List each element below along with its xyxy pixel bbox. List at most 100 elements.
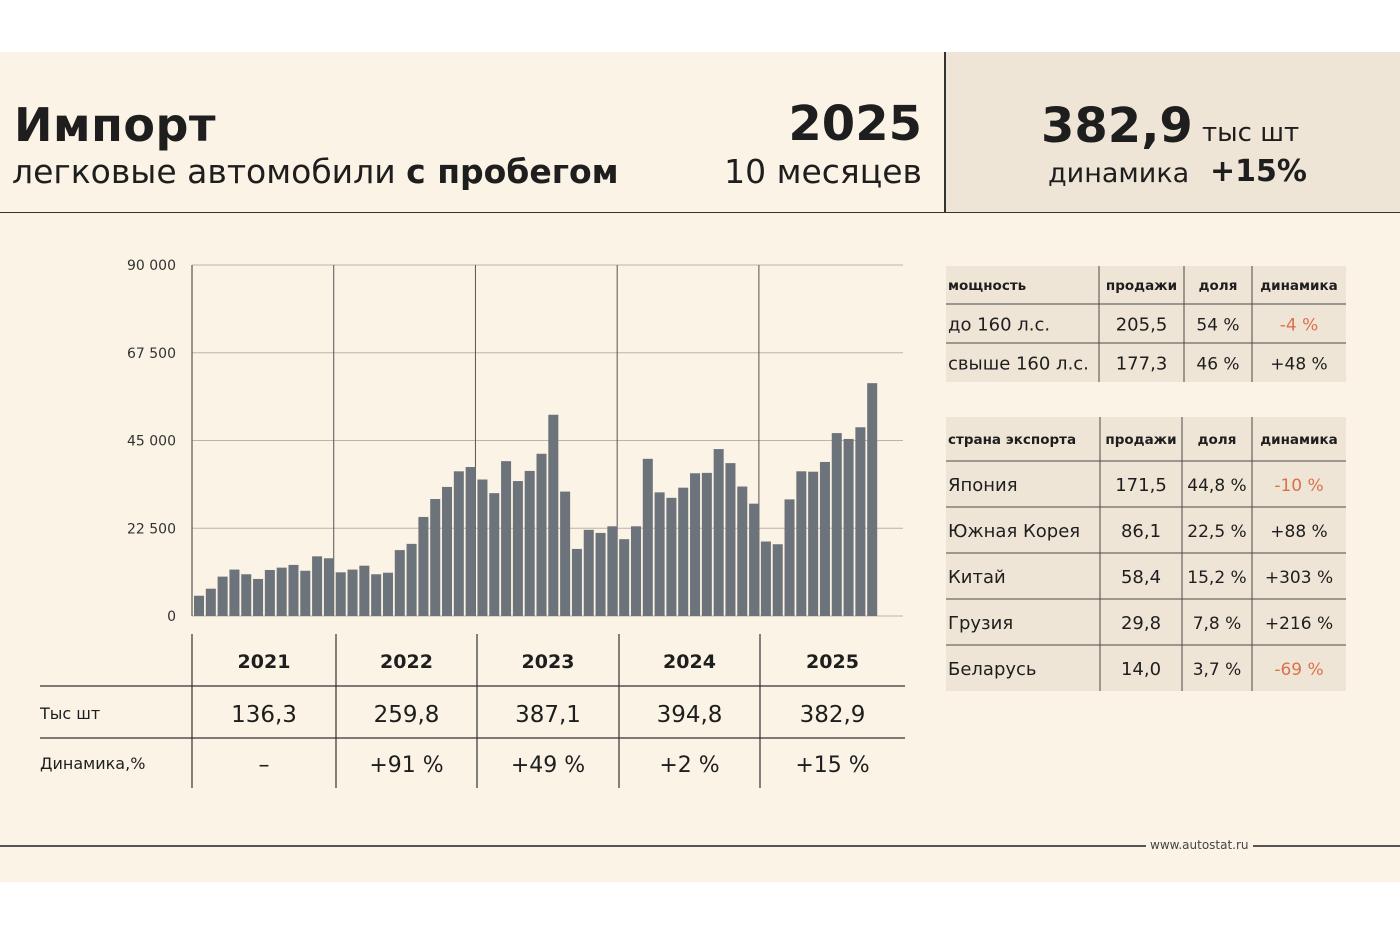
dynamics-cell: +15 % [795, 753, 869, 778]
table-row-name: свыше 160 л.с. [948, 354, 1089, 375]
bar [808, 471, 819, 616]
sales-cell: 171,5 [1115, 475, 1167, 496]
bar [512, 481, 523, 616]
year-header: 2023 [522, 651, 575, 673]
bar [465, 467, 476, 616]
source-link[interactable]: www.autostat.ru [1146, 838, 1253, 852]
bar [819, 461, 830, 616]
sales-cell: 29,8 [1121, 613, 1161, 634]
sales-cell: 14,0 [1121, 659, 1161, 680]
bar [501, 461, 512, 616]
bar [619, 539, 630, 616]
subtitle-plain: легковые автомобили [12, 152, 407, 191]
year-header: 2021 [238, 651, 291, 673]
bar [713, 449, 724, 616]
share-cell: 22,5 % [1187, 522, 1246, 542]
bar [560, 491, 571, 616]
table-row-name: Китай [948, 567, 1006, 588]
bar [784, 499, 795, 616]
sales-cell: 58,4 [1121, 567, 1161, 588]
page-title: Импорт [14, 98, 217, 152]
bar [690, 473, 701, 616]
dynamics-cell: +303 % [1265, 568, 1333, 588]
bar [371, 574, 382, 616]
header: Импорт легковые автомобили с пробегом 20… [0, 52, 1400, 213]
bar [831, 433, 842, 616]
row-label: Динамика,% [40, 754, 145, 773]
bar [241, 574, 252, 616]
power-table: мощность продажи доля динамика до 160 л.с. 20… [946, 266, 1346, 382]
bar [855, 427, 866, 616]
bar [205, 588, 216, 616]
y-tick-label: 0 [167, 609, 176, 625]
table-row-name: до 160 л.с. [948, 315, 1050, 336]
bar [418, 516, 429, 616]
table-row-name: Япония [948, 475, 1018, 496]
bar [406, 543, 417, 616]
row-label: Тыс шт [39, 704, 100, 723]
volume-cell: 259,8 [374, 702, 440, 728]
bar [442, 486, 453, 616]
year-header: 2025 [806, 651, 859, 673]
report-period: 10 месяцев [724, 152, 922, 191]
dynamics-cell: +216 % [1265, 614, 1333, 634]
share-cell: 46 % [1196, 355, 1239, 375]
monthly-import-chart: 90 000 67 500 45 000 22 500 0 [127, 258, 903, 625]
table-header-cell: доля [1198, 432, 1237, 448]
bar [430, 499, 441, 616]
dynamics-cell: +2 % [659, 753, 719, 778]
bar [194, 595, 205, 616]
bar [571, 548, 582, 616]
table-background [946, 417, 1346, 691]
table-header-cell: динамика [1260, 432, 1338, 448]
bar [760, 541, 771, 616]
bar [276, 567, 287, 616]
dynamics-cell: -10 % [1274, 476, 1323, 496]
table-header-cell: страна экспорта [948, 432, 1076, 448]
table-row-name: Грузия [948, 613, 1013, 634]
dynamics-cell: – [259, 753, 270, 778]
y-tick-label: 45 000 [127, 434, 176, 450]
bar [654, 492, 665, 616]
bar [701, 472, 712, 616]
bar [217, 576, 228, 616]
bar [323, 558, 334, 616]
volume-cell: 394,8 [657, 702, 723, 728]
y-tick-label: 67 500 [127, 346, 176, 362]
footer-divider [0, 845, 1400, 847]
volume-cell: 387,1 [515, 702, 581, 728]
bar [524, 470, 535, 616]
table-header-cell: продажи [1106, 278, 1177, 294]
bar [382, 572, 393, 616]
bar [264, 569, 275, 616]
bar [843, 438, 854, 616]
bar [477, 479, 488, 616]
subtitle-bold: с пробегом [406, 152, 619, 191]
y-tick-label: 90 000 [127, 258, 176, 274]
bar [335, 572, 346, 616]
bar [583, 529, 594, 616]
report-year: 2025 [788, 96, 922, 152]
y-tick-label: 22 500 [127, 521, 176, 537]
table-header-cell: мощность [948, 278, 1026, 294]
bar [737, 486, 748, 616]
bar [796, 471, 807, 616]
bar [312, 556, 323, 616]
bar [630, 526, 641, 616]
page-subtitle: легковые автомобили с пробегом [12, 152, 619, 191]
year-header: 2024 [663, 651, 716, 673]
bar [548, 414, 559, 616]
dynamics-cell: +91 % [369, 753, 443, 778]
bar [607, 526, 618, 616]
dynamics-cell: +48 % [1270, 355, 1327, 375]
volume-cell: 382,9 [800, 702, 866, 728]
share-cell: 44,8 % [1187, 476, 1246, 496]
bar [253, 578, 264, 616]
year-header: 2022 [380, 651, 433, 673]
bar [666, 497, 677, 616]
bar [867, 383, 878, 616]
table-header-cell: продажи [1105, 432, 1176, 448]
bar [359, 565, 370, 616]
dynamics-cell: -69 % [1274, 660, 1323, 680]
bar [300, 570, 311, 616]
